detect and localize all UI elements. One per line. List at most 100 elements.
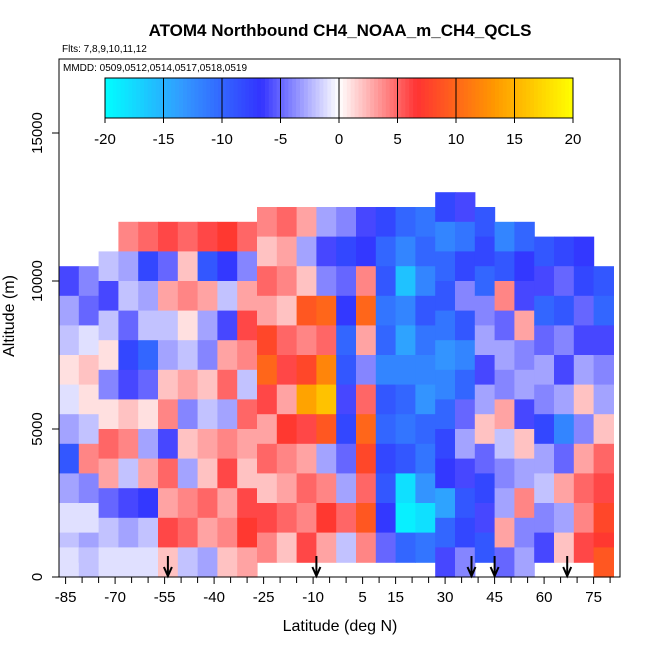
heatmap-cell: [375, 384, 397, 415]
colorbar-segment: [331, 78, 336, 118]
colorbar-segment: [428, 78, 434, 118]
colorbar-segment: [401, 78, 406, 118]
heatmap-cell: [554, 473, 575, 504]
heatmap-cell: [276, 414, 298, 445]
heatmap-cell: [356, 414, 377, 445]
colorbar-segment: [537, 78, 543, 118]
heatmap-cell: [78, 443, 100, 474]
colorbar-segment: [444, 78, 449, 118]
colorbar-segment: [147, 78, 153, 118]
heatmap-cell: [296, 473, 317, 504]
colorbar-tick-label: 5: [393, 131, 401, 148]
heatmap-cell: [59, 266, 80, 297]
heatmap-cell: [197, 310, 218, 341]
colorbar-segment: [569, 78, 574, 118]
heatmap-cell: [296, 414, 317, 445]
heatmap-cell: [395, 266, 416, 297]
heatmap-cell: [237, 488, 258, 519]
heatmap-cell: [296, 207, 317, 238]
colorbar-segment: [467, 78, 473, 118]
colorbar-segment: [179, 78, 184, 118]
profile-arrow-head: [311, 566, 322, 579]
heatmap-cell: [177, 310, 199, 341]
heatmap-cell: [554, 295, 575, 326]
heatmap-cell: [118, 281, 139, 312]
heatmap-cell: [237, 369, 258, 400]
colorbar-segment: [346, 78, 352, 118]
colorbar-segment: [194, 78, 200, 118]
heatmap-cell: [316, 443, 337, 474]
heatmap-cell: [138, 369, 159, 400]
heatmap-cell: [158, 429, 179, 460]
heatmap-cell: [276, 295, 298, 326]
heatmap-cell: [98, 429, 119, 460]
heatmap-cell: [138, 429, 159, 460]
heatmap-cell: [554, 266, 575, 297]
colorbar-segment: [381, 78, 387, 118]
heatmap-cell: [59, 325, 80, 356]
axes: -85 -70 -55 -40 -25 -10 5 15 30 45 60 7505000100001…: [29, 58, 621, 606]
heatmap-cell: [197, 251, 218, 282]
heatmap-cell: [415, 325, 436, 356]
heatmap-cell: [494, 369, 515, 400]
heatmap-cell: [118, 458, 139, 489]
heatmap-cell: [336, 384, 357, 415]
heatmap-cell: [455, 281, 476, 312]
heatmap-cell: [177, 281, 199, 312]
colorbar-tick-label: -15: [153, 131, 175, 148]
heatmap-cell: [217, 517, 238, 548]
heatmap-cell: [474, 295, 496, 326]
colorbar-segment: [417, 78, 422, 118]
heatmap-cell: [237, 458, 258, 489]
heatmap-cell: [237, 517, 258, 548]
heatmap-cell: [276, 207, 298, 238]
heatmap-cell: [554, 325, 575, 356]
heatmap-cell: [593, 355, 614, 386]
heatmap-cell: [276, 532, 298, 563]
colorbar-segment: [342, 78, 348, 118]
heatmap-cell: [534, 295, 555, 326]
heatmap-cell: [474, 473, 496, 504]
heatmap-cell: [138, 310, 159, 341]
colorbar-tick-label: -10: [211, 131, 233, 148]
heatmap-cell: [554, 443, 575, 474]
heatmap-cell: [237, 281, 258, 312]
heatmap-cell: [98, 517, 119, 548]
heatmap-cell: [356, 355, 377, 386]
colorbar-segment: [186, 78, 192, 118]
heatmap-cell: [375, 503, 397, 534]
heatmap-cell: [59, 414, 80, 445]
colorbar-segment: [522, 78, 527, 118]
heatmap-cell: [356, 532, 377, 563]
heatmap-cell: [455, 192, 476, 223]
colorbar-segment: [475, 78, 480, 118]
y-tick-label: 5000: [29, 412, 46, 445]
heatmap-cell: [336, 473, 357, 504]
colorbar-segment: [393, 78, 398, 118]
colorbar-segment: [397, 78, 402, 118]
colorbar-tick-label: -20: [94, 131, 116, 148]
colorbar-tick-label: 15: [506, 131, 523, 148]
heatmap-cell: [237, 251, 258, 282]
colorbar-segment: [280, 78, 285, 118]
profile-arrow-head: [466, 566, 477, 579]
heatmap-cell: [138, 517, 159, 548]
heatmap-cell: [455, 340, 476, 371]
heatmap-cell: [573, 266, 595, 297]
colorbar-segment: [354, 78, 359, 118]
colorbar-segment: [171, 78, 176, 118]
heatmap-cell: [78, 355, 100, 386]
heatmap-cell: [276, 325, 298, 356]
colorbar-segment: [202, 78, 207, 118]
heatmap-cell: [138, 547, 159, 578]
heatmap-cell: [197, 399, 218, 430]
heatmap-cell: [336, 503, 357, 534]
heatmap-cell: [237, 429, 258, 460]
heatmap-cell: [573, 325, 595, 356]
heatmap-cell: [415, 384, 436, 415]
heatmap-cell: [435, 221, 456, 252]
heatmap-cell: [276, 443, 298, 474]
heatmap-cell: [78, 384, 100, 415]
x-tick-label: 75: [585, 589, 602, 606]
